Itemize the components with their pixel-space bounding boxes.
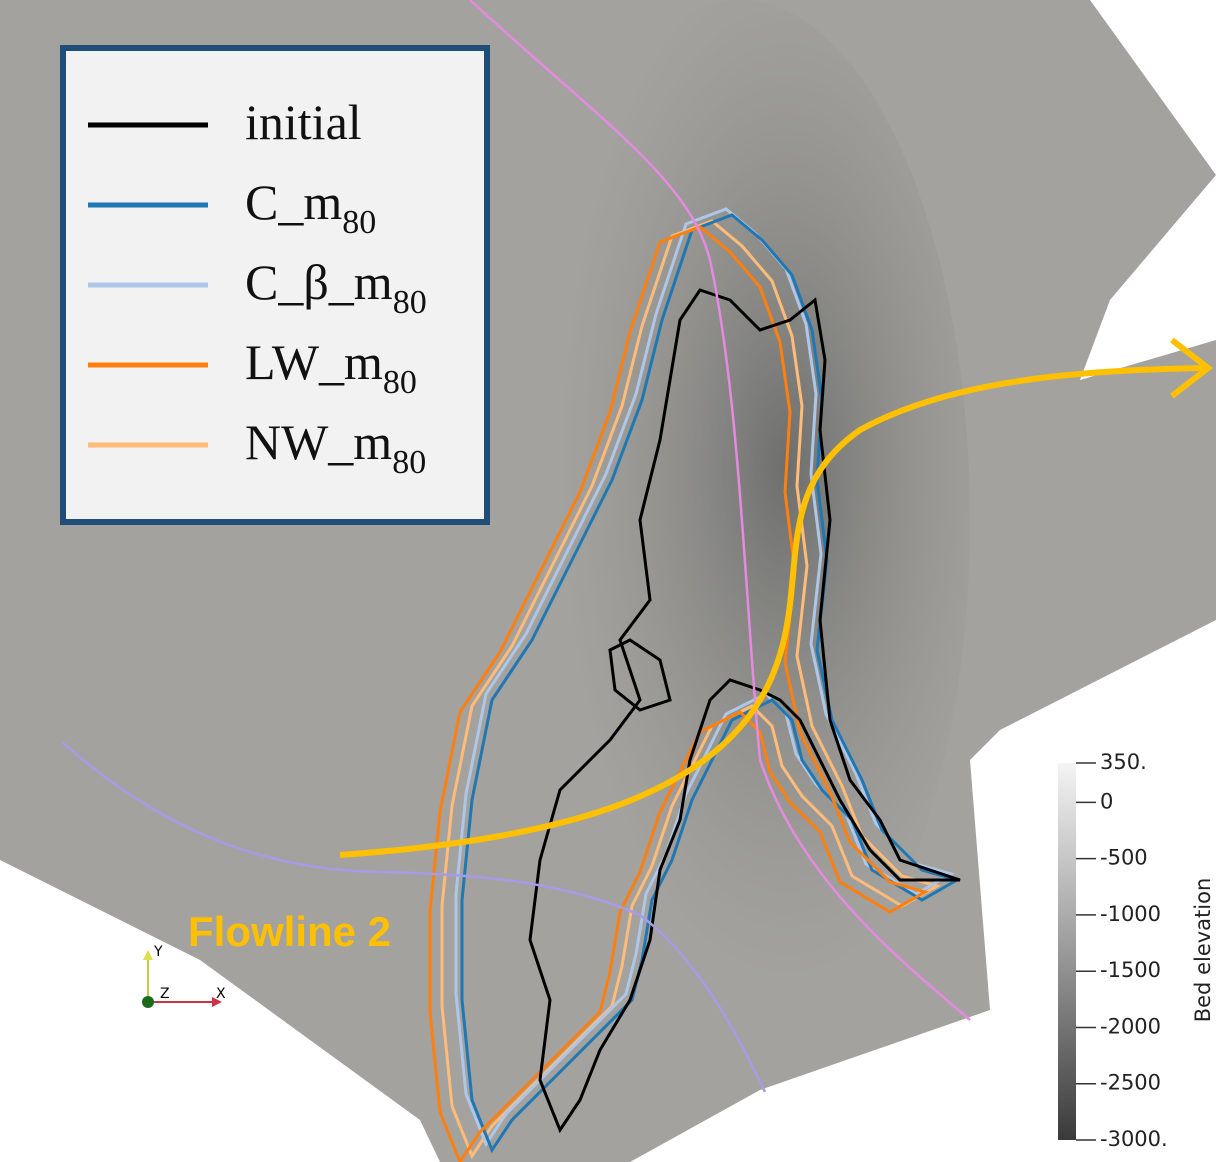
legend-label: initial <box>245 94 362 150</box>
colorbar-tick-label: -1500 <box>1100 958 1161 982</box>
legend-name: initial <box>245 94 362 150</box>
axis-y: Y <box>153 944 163 960</box>
colorbar-tick-label: -500 <box>1100 846 1148 870</box>
axis-z: Z <box>160 986 170 1002</box>
legend-name: C_β_m <box>245 254 393 310</box>
legend-sub: 80 <box>342 204 376 241</box>
legend-name: NW_m <box>245 414 392 470</box>
legend-sub: 80 <box>392 444 426 481</box>
flowline-label: Flowline 2 <box>188 908 391 955</box>
colorbar-tick-label: -2500 <box>1100 1071 1161 1095</box>
legend-sub: 80 <box>393 284 427 321</box>
colorbar: 350. 0 -500 -1000 -1500 -2000 -2500 -3000. Bed e… <box>1058 750 1215 1151</box>
colorbar-tick-label: -2000 <box>1100 1014 1161 1038</box>
colorbar-tick-label: -3000. <box>1100 1127 1168 1151</box>
legend-name: LW_m <box>245 334 383 390</box>
map: Flowline 2 Y Z X initialC_m80C_β_m80LW_m… <box>0 0 1216 1162</box>
colorbar-tick-label: 350. <box>1100 750 1147 774</box>
legend-name: C_m <box>245 174 342 230</box>
colorbar-title: Bed elevation <box>1191 878 1215 1023</box>
legend-sub: 80 <box>383 364 417 401</box>
colorbar-tick-label: 0 <box>1100 789 1113 813</box>
colorbar-tick-label: -1000 <box>1100 902 1161 926</box>
axis-x: X <box>216 986 226 1002</box>
